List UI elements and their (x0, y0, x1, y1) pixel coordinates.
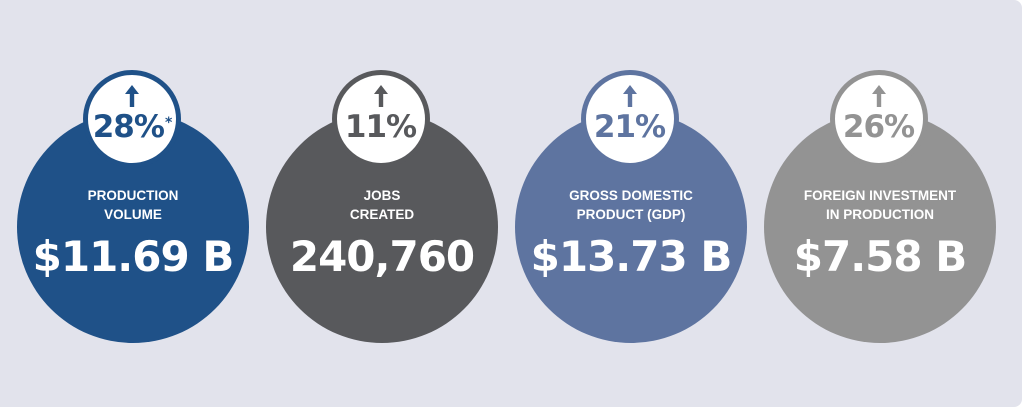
footnote-marker: * (164, 115, 172, 131)
change-badge: 11% (332, 70, 430, 168)
stat-production-volume: 28%* PRODUCTION VOLUME $11.69 B (13, 0, 253, 407)
stat-value: $11.69 B (32, 232, 235, 281)
stat-gdp: 21% GROSS DOMESTIC PRODUCT (GDP) $13.73 … (511, 0, 751, 407)
stat-jobs-created: 11% JOBS CREATED 240,760 (262, 0, 502, 407)
stat-foreign-investment: 26% FOREIGN INVESTMENT IN PRODUCTION $7.… (760, 0, 1000, 407)
arrow-up-icon (835, 85, 923, 107)
stat-label: JOBS CREATED (349, 188, 415, 222)
change-percent: 26% (842, 109, 915, 145)
stat-value: 240,760 (289, 232, 475, 281)
change-percent: 11% (344, 109, 417, 145)
arrow-up-icon (337, 85, 425, 107)
stat-label: GROSS DOMESTIC PRODUCT (GDP) (569, 188, 693, 222)
stat-label: PRODUCTION VOLUME (87, 188, 179, 222)
arrow-up-icon (88, 85, 176, 107)
change-badge: 28%* (83, 70, 181, 168)
change-badge: 21% (581, 70, 679, 168)
change-percent: 21% (593, 109, 666, 145)
change-percent: 28%* (92, 109, 173, 145)
stat-label: FOREIGN INVESTMENT IN PRODUCTION (803, 188, 957, 222)
stat-value: $7.58 B (793, 232, 967, 281)
stat-value: $13.73 B (530, 232, 733, 281)
arrow-up-icon (586, 85, 674, 107)
change-badge: 26% (830, 70, 928, 168)
